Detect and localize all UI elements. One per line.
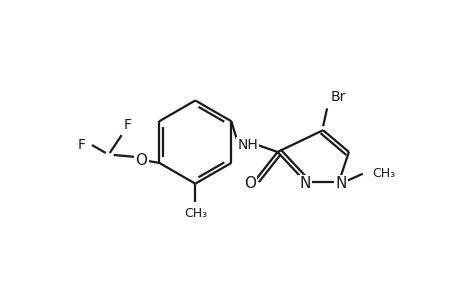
Text: CH₃: CH₃ (372, 167, 395, 180)
Text: O: O (243, 176, 255, 191)
Text: N: N (299, 176, 310, 191)
Text: F: F (78, 138, 86, 152)
Text: N: N (335, 176, 346, 191)
Text: CH₃: CH₃ (183, 207, 207, 220)
Text: NH: NH (237, 138, 257, 152)
Text: F: F (123, 118, 131, 132)
Text: O: O (135, 153, 147, 168)
Text: Br: Br (330, 89, 346, 103)
